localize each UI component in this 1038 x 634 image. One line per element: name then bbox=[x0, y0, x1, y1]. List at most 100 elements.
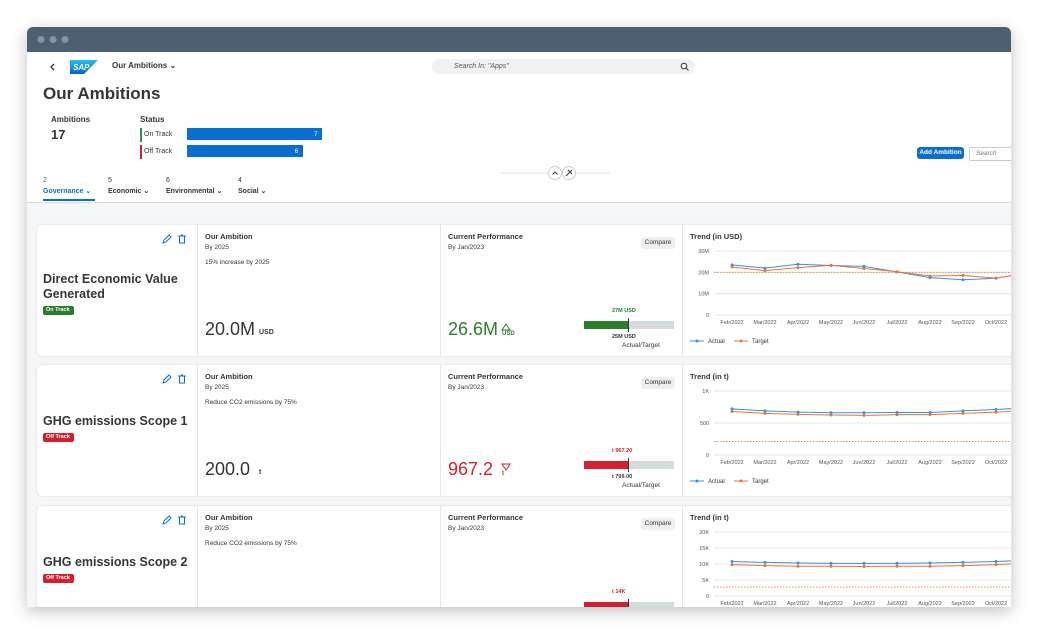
x-tick-label: Mar/2022 bbox=[753, 460, 776, 466]
data-point bbox=[763, 411, 767, 415]
target-label: t 709.00 bbox=[612, 474, 633, 480]
ambition-description: Reduce CO2 emissions by 75% bbox=[205, 540, 297, 547]
tab-label: Economic bbox=[108, 188, 142, 195]
x-tick-label: Feb/2022 bbox=[720, 320, 743, 326]
nav-icons: SAP bbox=[50, 60, 98, 74]
data-point bbox=[862, 413, 866, 417]
data-point bbox=[928, 413, 932, 417]
data-point bbox=[994, 410, 998, 414]
performance-unit: t bbox=[502, 471, 504, 477]
data-point bbox=[895, 561, 899, 565]
collapse-button[interactable] bbox=[548, 166, 562, 180]
trend-title: Trend (in USD) bbox=[690, 232, 743, 241]
x-tick-label: Apr/2022 bbox=[787, 601, 809, 607]
x-tick-label: Oct/2022 bbox=[985, 320, 1007, 326]
card-divider bbox=[197, 225, 198, 356]
ambition-heading: Our Ambition bbox=[205, 513, 253, 522]
performance-heading: Current Performance bbox=[448, 232, 524, 241]
y-tick-label: 30M bbox=[698, 249, 709, 255]
ambitions-count: 17 bbox=[51, 127, 66, 142]
performance-value: 26.6M bbox=[448, 319, 499, 339]
shell-search[interactable]: Search In: "Apps" bbox=[432, 59, 695, 74]
data-point bbox=[829, 413, 833, 417]
performance-heading: Current Performance bbox=[448, 513, 524, 522]
edit-button[interactable] bbox=[162, 374, 172, 384]
ambition-unit: t bbox=[259, 469, 262, 476]
card-divider bbox=[197, 506, 198, 607]
x-tick-label: Aug/2022 bbox=[918, 601, 942, 607]
svg-text:SAP: SAP bbox=[73, 63, 90, 72]
card-divider bbox=[440, 365, 441, 496]
trend-arrow bbox=[501, 463, 511, 471]
bullet-track bbox=[584, 602, 674, 607]
card-actions bbox=[162, 374, 186, 384]
app-title[interactable]: Our Ambitions ⌄ bbox=[112, 61, 177, 70]
edit-button[interactable] bbox=[162, 515, 172, 525]
trend-chart: 0 10M 20M 30M Feb/2022 Mar/2022 Apr/2022 May/20… bbox=[690, 249, 1011, 345]
data-point bbox=[796, 564, 800, 568]
page-title: Our Ambitions bbox=[43, 84, 161, 103]
series-line bbox=[731, 410, 1011, 416]
compare-button[interactable]: Compare bbox=[641, 377, 675, 389]
y-tick-label: 0 bbox=[706, 594, 709, 600]
ambition-value: 200.0 bbox=[205, 459, 251, 479]
card-actions bbox=[162, 234, 186, 244]
trend-icon bbox=[501, 323, 511, 331]
data-point bbox=[928, 564, 932, 568]
tab[interactable]: Social ⌄ bbox=[238, 188, 267, 195]
sap-logo[interactable] bbox=[70, 60, 98, 74]
card-divider bbox=[682, 365, 683, 496]
data-point bbox=[796, 266, 800, 270]
legend-label: Target bbox=[752, 479, 769, 485]
data-point bbox=[796, 412, 800, 416]
back-button[interactable] bbox=[50, 63, 55, 71]
ambitions-label: Ambitions bbox=[51, 115, 91, 124]
search-field[interactable]: Search bbox=[969, 147, 1011, 161]
trend-title: Trend (in t) bbox=[690, 513, 729, 522]
card-actions bbox=[162, 515, 186, 525]
data-point bbox=[730, 407, 734, 411]
x-tick-label: Jun/2022 bbox=[853, 601, 876, 607]
status-badge: On Track bbox=[43, 306, 74, 315]
add-ambition-button[interactable]: Add Ambition bbox=[917, 147, 964, 159]
x-tick-label: Jul/2022 bbox=[887, 601, 908, 607]
performance-value: 967.2 bbox=[448, 459, 494, 479]
data-point bbox=[829, 561, 833, 565]
x-tick-label: Mar/2022 bbox=[753, 320, 776, 326]
tab-count: 4 bbox=[238, 177, 242, 184]
tab-label: Social bbox=[238, 188, 259, 195]
delete-button[interactable] bbox=[178, 374, 186, 384]
ambition-description: Reduce CO2 emissions by 75% bbox=[205, 399, 297, 406]
data-point bbox=[994, 408, 998, 412]
bullet-target-marker bbox=[628, 458, 629, 472]
tab[interactable]: Economic ⌄ bbox=[108, 188, 150, 195]
edit-button[interactable] bbox=[162, 234, 172, 244]
delete-button[interactable] bbox=[178, 234, 186, 244]
title-bar bbox=[27, 27, 1011, 52]
performance-due: By Jan/2023 bbox=[448, 525, 485, 532]
tab[interactable]: Environmental ⌄ bbox=[166, 188, 223, 195]
data-point bbox=[994, 563, 998, 567]
x-tick-label: Sep/2022 bbox=[951, 320, 975, 326]
x-tick-label: Jun/2022 bbox=[853, 320, 876, 326]
tab-count: 2 bbox=[43, 177, 47, 184]
status-badge: Off Track bbox=[43, 433, 74, 442]
x-tick-label: Sep/2022 bbox=[951, 601, 975, 607]
y-tick-label: 0 bbox=[706, 453, 709, 459]
search-icon bbox=[680, 62, 689, 71]
x-tick-label: Mar/2022 bbox=[753, 601, 776, 607]
series-line bbox=[731, 563, 1011, 568]
tab[interactable]: Governance ⌄ bbox=[43, 188, 92, 195]
performance-heading: Current Performance bbox=[448, 372, 524, 381]
ambition-name: Direct Economic Value Generated bbox=[43, 272, 178, 301]
legend-label: Actual bbox=[708, 479, 725, 485]
trend-chart: 0 500 1K Feb/2022 Mar/2022 Apr/2022 May/2022 Ju… bbox=[690, 389, 1011, 485]
data-point bbox=[796, 561, 800, 565]
compare-button[interactable]: Compare bbox=[641, 518, 675, 530]
y-tick-label: 20K bbox=[699, 530, 709, 536]
window-content: SAP Our Ambitions ⌄ Search In: "Apps" Ou… bbox=[27, 27, 1011, 607]
compare-button[interactable]: Compare bbox=[641, 237, 675, 249]
data-point bbox=[895, 270, 899, 274]
delete-button[interactable] bbox=[178, 515, 186, 525]
series-line bbox=[731, 408, 1011, 414]
